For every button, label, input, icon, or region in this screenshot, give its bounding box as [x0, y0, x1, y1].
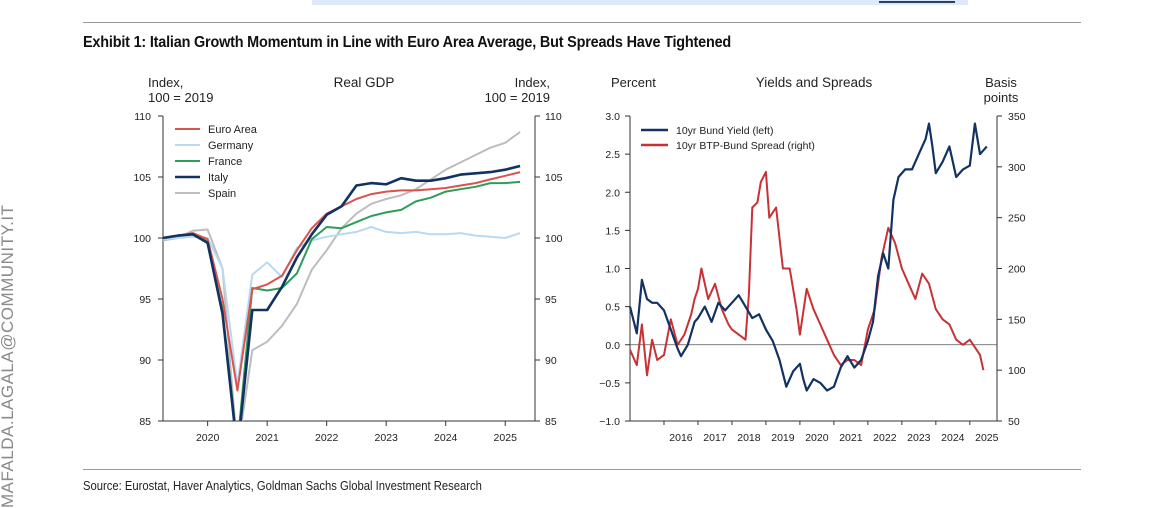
gdp-legend-label: Germany: [208, 140, 254, 152]
gdp-xtick-label: 2022: [315, 432, 339, 444]
bottom-divider: [83, 469, 1081, 470]
ys-ytick-label-right: 150: [1008, 314, 1026, 326]
ys-ytick-label-left: 2.5: [605, 149, 620, 161]
gdp-series-line-germany: [163, 226, 521, 386]
ys-ytick-label-left: 3.0: [605, 111, 620, 123]
ys-legend-label: 10yr Bund Yield (left): [676, 125, 773, 137]
ys-xtick-label: 2018: [737, 432, 761, 444]
ys-ytick-label-right: 350: [1008, 111, 1026, 123]
ys-xtick-label: 2024: [941, 432, 965, 444]
ys-ytick-label-left: 1.0: [605, 264, 620, 276]
ys-ylabel-right-line1: Basis: [985, 75, 1017, 90]
ys-ytick-label-left: −1.0: [599, 416, 620, 428]
ys-xtick-label: 2021: [839, 432, 863, 444]
gdp-legend-label: France: [208, 156, 242, 168]
gdp-ylabel-left-line1: Index,: [148, 75, 183, 90]
ys-xtick-label: 2020: [805, 432, 829, 444]
ys-xtick-label: 2017: [703, 432, 727, 444]
gdp-series-line-italy: [163, 164, 521, 421]
gdp-legend-label: Italy: [208, 172, 229, 184]
ys-ytick-label-left: 0.5: [605, 302, 620, 314]
ys-xtick-label: 2019: [771, 432, 795, 444]
source-note: Source: Eurostat, Haver Analytics, Goldm…: [83, 479, 482, 493]
ys-ytick-label-right: 100: [1008, 365, 1026, 377]
ys-chart-title: Yields and Spreads: [756, 75, 873, 90]
ys-xtick-label: 2016: [669, 432, 693, 444]
ys-ytick-label-left: 2.0: [605, 187, 620, 199]
gdp-ylabel-right-line1: Index,: [515, 75, 550, 90]
ys-ytick-label-right: 250: [1008, 213, 1026, 225]
gdp-xtick-label: 2020: [196, 432, 220, 444]
gdp-ytick-label-right: 105: [545, 172, 563, 184]
gdp-series-line-france: [163, 180, 521, 421]
ys-series-line-bund-yield: [628, 122, 988, 392]
exhibit-title: Exhibit 1: Italian Growth Momentum in Li…: [83, 34, 732, 51]
gdp-xtick-label: 2023: [375, 432, 399, 444]
gdp-xtick-label: 2025: [494, 432, 518, 444]
gdp-ytick-label-left: 100: [133, 233, 151, 245]
gdp-ytick-label-right: 95: [545, 294, 557, 306]
gdp-ytick-label-left: 95: [139, 294, 151, 306]
gdp-ylabel-left-line2: 100 = 2019: [148, 90, 213, 105]
gdp-ytick-label-right: 90: [545, 355, 557, 367]
gdp-xtick-label: 2021: [255, 432, 279, 444]
ys-ytick-label-left: 0.0: [605, 340, 620, 352]
gdp-xtick-label: 2024: [434, 432, 458, 444]
top-banner-button[interactable]: [879, 1, 955, 3]
ys-series-line-btp-bund-spread: [629, 170, 985, 377]
gdp-ytick-label-left: 90: [139, 355, 151, 367]
ys-ylabel-right-line2: points: [984, 90, 1019, 105]
top-banner-strip: [312, 0, 968, 5]
ys-ytick-label-right: 50: [1008, 416, 1020, 428]
ys-ytick-label-left: 1.5: [605, 225, 620, 237]
gdp-legend-label: Spain: [208, 188, 236, 200]
gdp-ytick-label-left: 110: [134, 111, 151, 123]
ys-ytick-label-right: 300: [1008, 162, 1026, 174]
ys-ytick-label-right: 200: [1008, 264, 1026, 276]
gdp-ylabel-right-line2: 100 = 2019: [485, 90, 550, 105]
gdp-chart-title: Real GDP: [334, 75, 395, 90]
gdp-ytick-label-right: 110: [545, 111, 562, 123]
ys-xtick-label: 2025: [975, 432, 999, 444]
ys-xtick-label: 2023: [907, 432, 931, 444]
ys-ytick-label-left: −0.5: [599, 378, 620, 390]
ys-legend-label: 10yr BTP-Bund Spread (right): [676, 140, 815, 152]
ys-ylabel-left: Percent: [611, 75, 656, 90]
ys-xtick-label: 2022: [873, 432, 897, 444]
top-divider: [83, 22, 1081, 23]
gdp-ytick-label-left: 105: [133, 172, 151, 184]
gdp-legend-label: Euro Area: [208, 124, 258, 136]
gdp-ytick-label-right: 100: [545, 233, 563, 245]
gdp-ytick-label-right: 85: [545, 416, 557, 428]
gdp-ytick-label-left: 85: [139, 416, 151, 428]
